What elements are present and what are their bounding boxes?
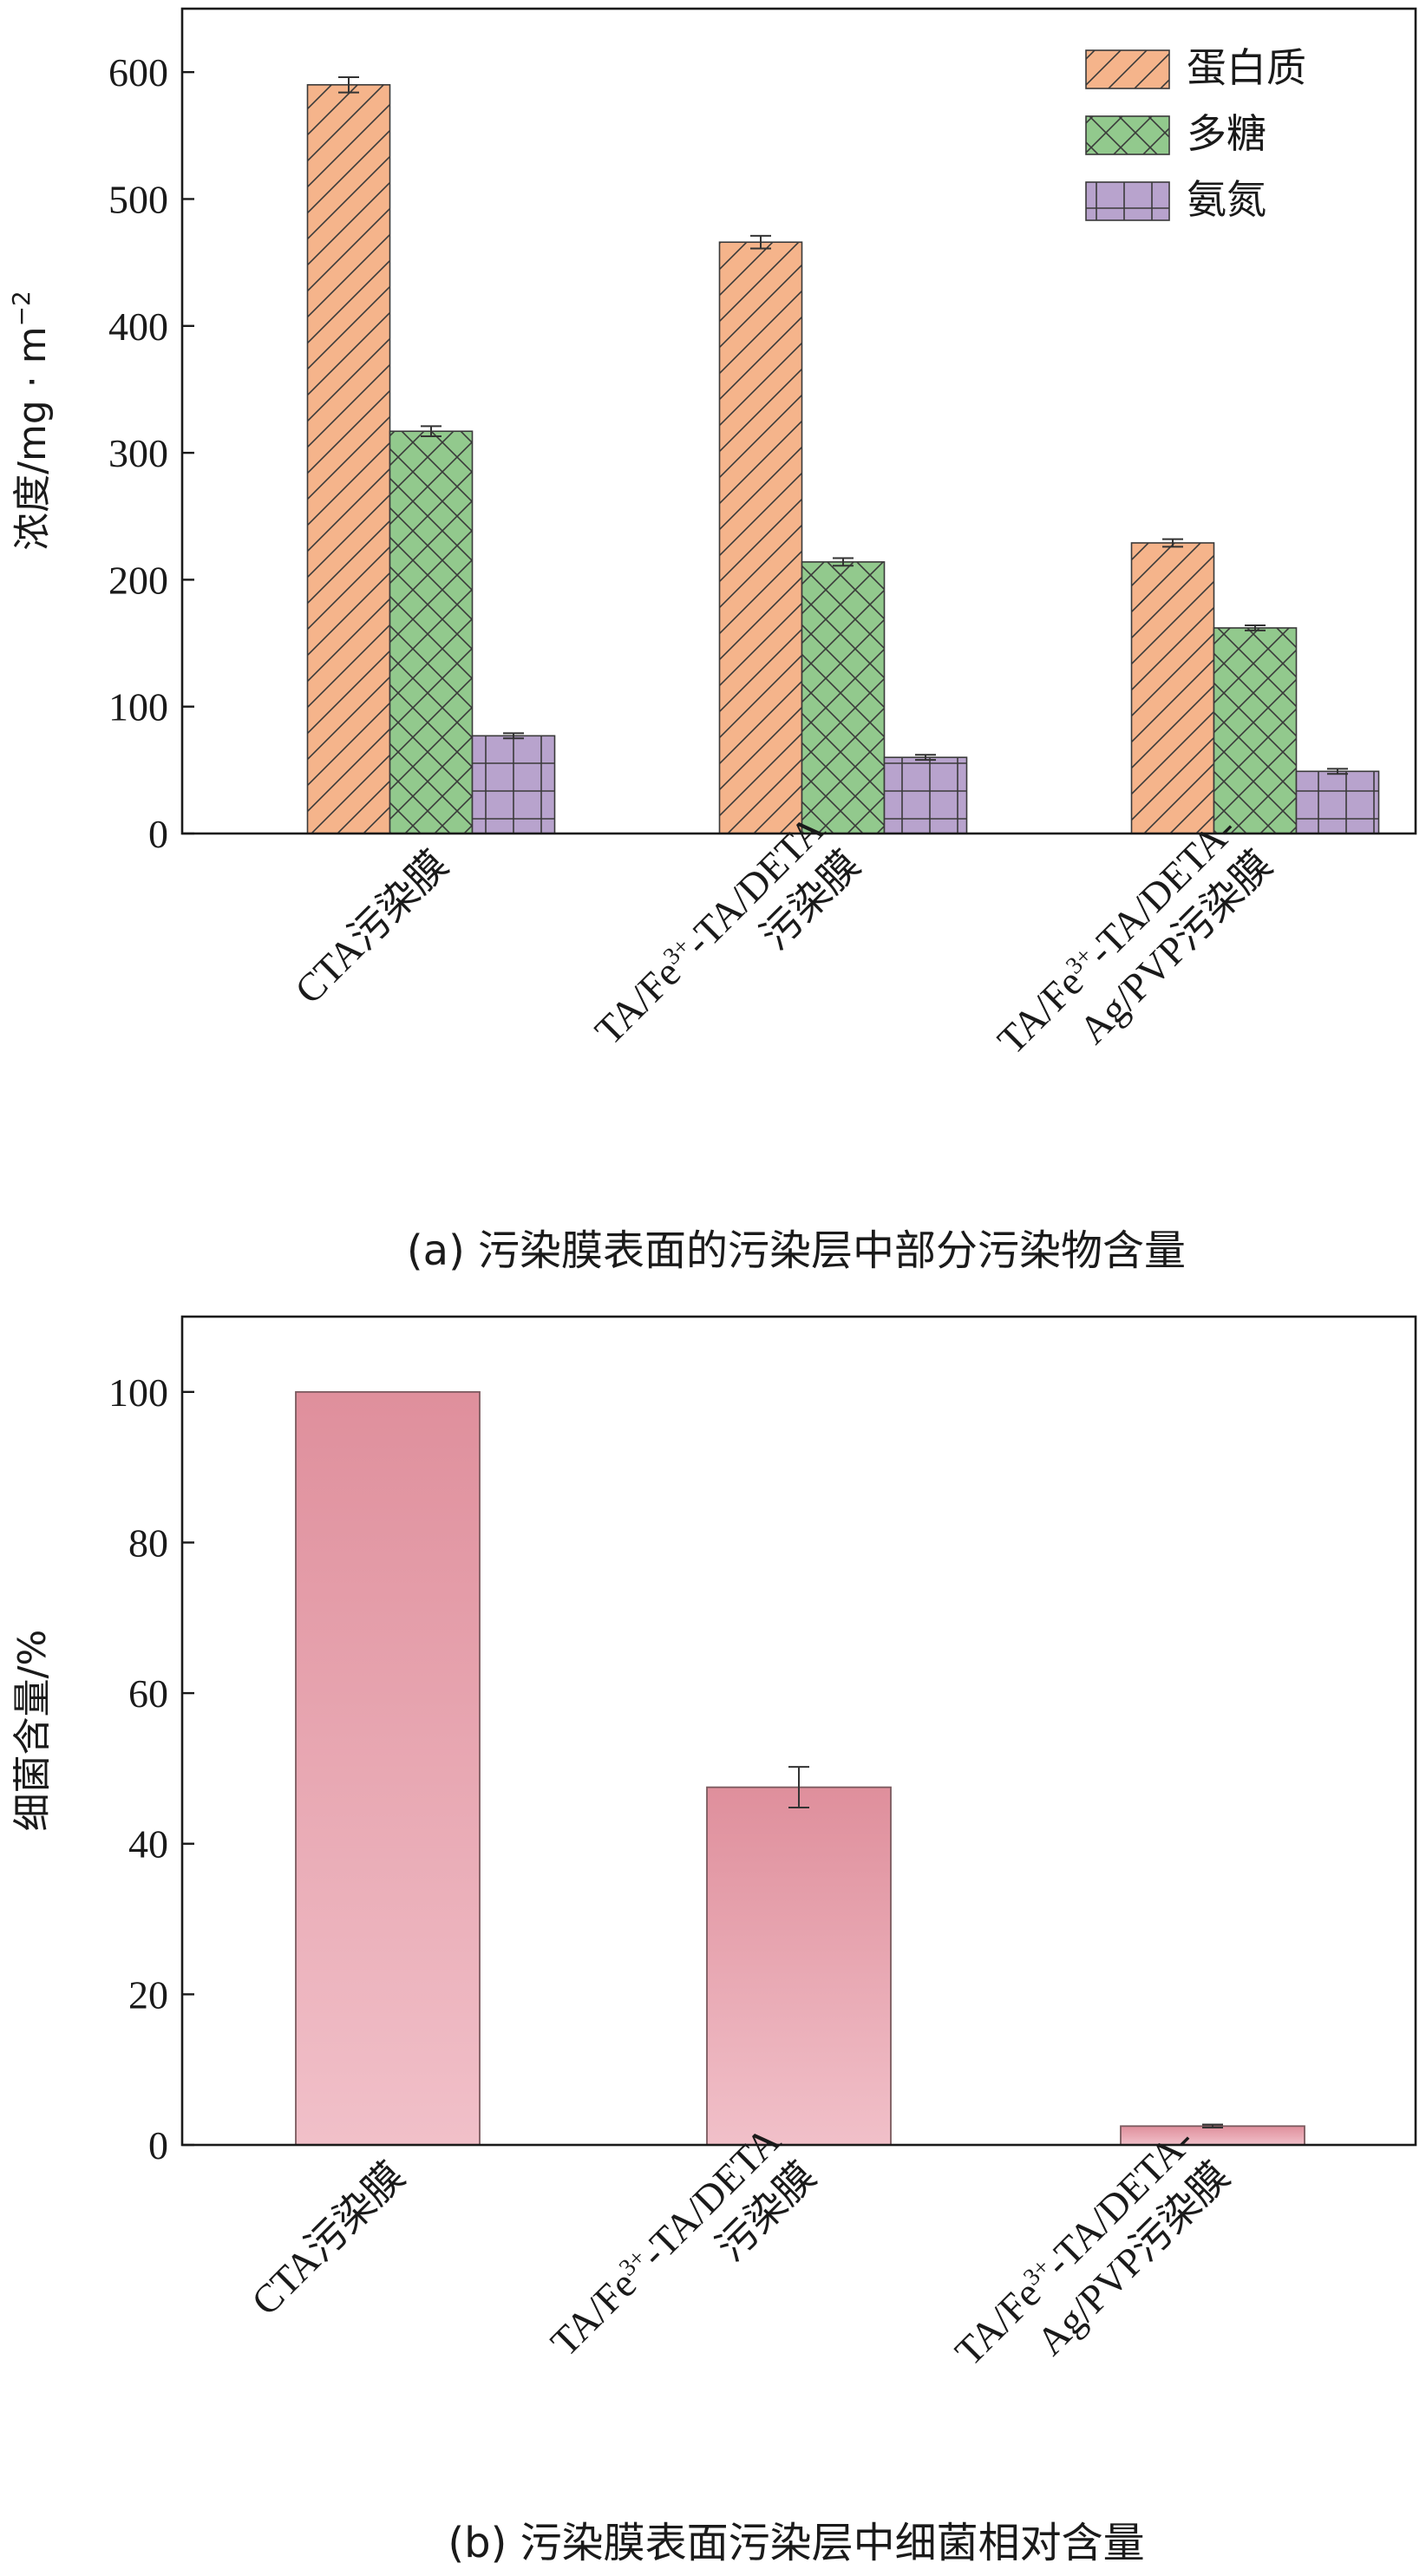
chart-b: 0 20 40 60 80 100 细菌含量/% CTA污染膜 TA/Fe3+-TA/DET… — [10, 1315, 1417, 2567]
chart-a-x-tick-label-2: TA/Fe3+-TA/DETA-Ag/PVP污染膜 — [989, 807, 1280, 1098]
chart-a-bars — [306, 76, 1380, 834]
chart-a-y-tick-label-0: 0 — [148, 812, 168, 856]
chart-b-bar-1 — [706, 1786, 892, 2146]
chart-b-x-tick-labels: CTA污染膜 TA/Fe3+-TA/DETA污染膜 TA/Fe3+-TA/DETA-… — [243, 2118, 1238, 2409]
chart-b-bar-0 — [295, 1390, 481, 2146]
chart-a-legend-label-0: 蛋白质 — [1187, 44, 1306, 91]
chart-a-bar-0-2-pattern — [1130, 542, 1215, 834]
chart-b-y-tick-label-1: 20 — [128, 1972, 168, 2017]
chart-a-bar-2-2-pattern — [1295, 770, 1380, 834]
chart-a-bar-2-1-pattern — [883, 756, 968, 834]
chart-a-y-axis-label-sup: −2 — [7, 291, 36, 326]
chart-b-x-tick-label-0-line-0: CTA污染膜 — [243, 2154, 413, 2324]
chart-b-bars — [295, 1390, 1305, 2146]
chart-a-y-tick-label-4: 400 — [108, 304, 168, 349]
chart-a-y-ticks: 0 100 200 300 400 500 600 — [108, 50, 194, 856]
chart-a-legend-swatch-pattern-1 — [1085, 115, 1170, 155]
chart-b-y-tick-label-5: 100 — [108, 1370, 168, 1415]
chart-b-plot-frame — [180, 1315, 1417, 2147]
chart-a-y-axis-label-main: 浓度/mg · m — [10, 326, 55, 550]
chart-a-y-tick-label-5: 500 — [108, 177, 168, 221]
chart-b-x-tick-label-text-2: TA/Fe3+-TA/DETA-Ag/PVP污染膜 — [946, 2118, 1238, 2409]
chart-b-x-tick-label-1: TA/Fe3+-TA/DETA污染膜 — [542, 2118, 824, 2400]
chart-b-y-tick-label-2: 40 — [128, 1822, 168, 1867]
chart-b-y-tick-label-4: 80 — [128, 1520, 168, 1565]
chart-a-legend-swatch-pattern-0 — [1085, 49, 1170, 89]
chart-a-x-tick-label-text-0: CTA污染膜 — [286, 842, 456, 1012]
chart-a-x-tick-labels: CTA污染膜 TA/Fe3+-TA/DETA污染膜 TA/Fe3+-TA/DETA-… — [286, 807, 1280, 1098]
chart-a-bar-0-0-pattern — [306, 83, 391, 834]
chart-a-y-tick-label-6: 600 — [108, 50, 168, 95]
chart-b-x-tick-label-0: CTA污染膜 — [243, 2154, 413, 2324]
chart-a-y-axis-label: 浓度/mg · m−2 — [7, 291, 55, 551]
chart-b-x-tick-label-text-0: CTA污染膜 — [243, 2154, 413, 2324]
chart-b-y-tick-label-0: 0 — [148, 2123, 168, 2167]
chart-a-x-tick-label-0-line-0: CTA污染膜 — [286, 842, 456, 1012]
chart-b-x-tick-label-text-1: TA/Fe3+-TA/DETA污染膜 — [542, 2118, 824, 2400]
chart-a-legend-label-1: 多糖 — [1187, 110, 1266, 157]
chart-a-bar-1-2-pattern — [1213, 627, 1298, 834]
chart-b-caption: (b) 污染膜表面污染层中细菌相对含量 — [448, 2519, 1144, 2567]
chart-a-y-tick-label-3: 300 — [108, 431, 168, 475]
chart-a-bar-1-0-pattern — [389, 430, 474, 834]
chart-b-y-tick-label-3: 60 — [128, 1671, 168, 1716]
chart-a-x-tick-label-0: CTA污染膜 — [286, 842, 456, 1012]
chart-a-y-tick-label-1: 100 — [108, 685, 168, 729]
chart-a-plot-frame — [180, 7, 1417, 835]
chart-a-legend-swatch-pattern-2 — [1085, 181, 1170, 221]
chart-a-x-tick-label-1: TA/Fe3+-TA/DETA污染膜 — [586, 807, 868, 1089]
chart-a-bar-0-1-pattern — [718, 241, 803, 834]
chart-b-y-axis-label: 细菌含量/% — [10, 1630, 55, 1832]
chart-b-x-tick-label-2: TA/Fe3+-TA/DETA-Ag/PVP污染膜 — [946, 2118, 1238, 2409]
chart-a-legend-label-2: 氨氮 — [1187, 176, 1266, 223]
chart-a-caption: (a) 污染膜表面的污染层中部分污染物含量 — [407, 1226, 1186, 1275]
chart-a-y-tick-label-2: 200 — [108, 558, 168, 602]
chart-a-bar-2-0-pattern — [471, 735, 556, 834]
chart-a-x-tick-label-text-1: TA/Fe3+-TA/DETA污染膜 — [586, 807, 868, 1089]
chart-b-y-ticks: 0 20 40 60 80 100 — [108, 1370, 194, 2167]
chart-a-bar-1-1-pattern — [801, 561, 886, 834]
chart-a-x-tick-label-text-2: TA/Fe3+-TA/DETA-Ag/PVP污染膜 — [989, 807, 1280, 1098]
